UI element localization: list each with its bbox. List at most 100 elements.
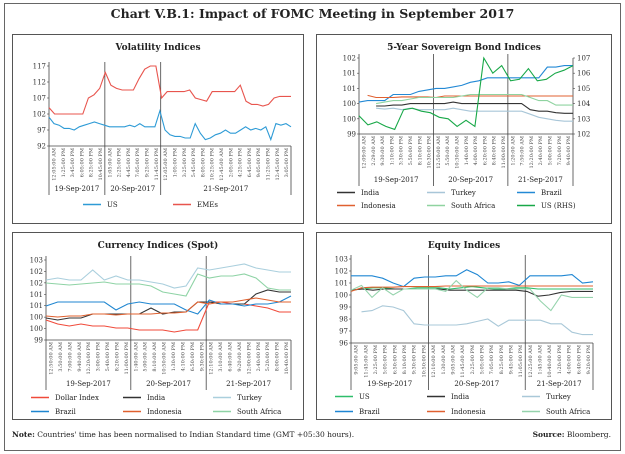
y-tick-label: 103 (30, 257, 43, 265)
source-label: Source: (532, 430, 565, 439)
x-tick-label: 10:40:00 PM (284, 342, 290, 375)
x-tick-label: 2:05:00 PM (228, 148, 234, 177)
y-tick-label: 102 (30, 279, 43, 287)
x-tick-label: 8:10:00 AM (152, 342, 158, 372)
date-label: 20-Sep-2017 (110, 185, 155, 193)
x-tick-label: 12:10:00 AM (431, 345, 437, 378)
x-tick-label: 4:45:00 PM (126, 148, 132, 177)
legend-label: India (147, 394, 165, 402)
x-tick-label: 11:25:00 PM (266, 148, 272, 181)
equity-indices-panel: Equity Indices 96 97 98 99 100 101 102 103 9:05:… (316, 232, 612, 420)
series-line-brazil (358, 65, 573, 103)
date-label: 19-Sep-2017 (54, 185, 99, 193)
x-tick-label: 8:10:00 PM (402, 345, 408, 374)
x-tick-label: 7:20:00 PM (557, 136, 563, 165)
x-tick-label: 2:40:00 PM (256, 342, 262, 371)
legend-label: Brazil (541, 189, 563, 197)
x-tick-label: 4:25:00 PM (238, 148, 244, 177)
series-line-south-africa (350, 279, 593, 312)
x-tick-label: 3:00:00 PM (96, 342, 102, 371)
x-tick-label: 11:00:00 PM (124, 342, 130, 375)
x-tick-label: 9:30:00 AM (380, 136, 386, 166)
y-tick-label-right: 104 (577, 100, 591, 108)
x-tick-label: 3:45:00 PM (70, 148, 76, 177)
bond-indices-panel: 5-Year Sovereign Bond Indices 99 100 100 10… (316, 34, 612, 224)
x-tick-label: 1:05:00 PM (172, 148, 178, 177)
x-tick-label: 11:00:00 PM (501, 136, 507, 169)
x-tick-label: 1:20:00 PM (557, 345, 563, 374)
x-tick-label: 5:20:00 PM (265, 342, 271, 371)
date-label: 19-Sep-2017 (367, 380, 412, 388)
y-tick-label: 100 (335, 292, 348, 300)
x-tick-label: 12:05:00 AM (163, 148, 169, 181)
y-tick-label: 107 (33, 95, 46, 103)
series-line-indonesia (367, 94, 573, 99)
x-tick-label: 10:45:00 PM (98, 148, 104, 181)
x-tick-label: 12:25:00 AM (528, 345, 534, 378)
series-line-india (376, 101, 573, 114)
x-tick-label: 8:05:00 PM (200, 148, 206, 177)
x-tick-label: 7:50:00 AM (520, 136, 526, 166)
y-tick-label: 101 (30, 302, 43, 310)
x-tick-label: 9:30:00 PM (199, 342, 205, 371)
x-tick-label: 8:20:00 PM (114, 342, 120, 371)
x-tick-label: 12:10:00 AM (209, 342, 215, 375)
x-tick-label: 6:50:00 PM (190, 342, 196, 371)
y-tick-label: 100 (30, 314, 43, 322)
x-tick-label: 6:05:00 PM (79, 148, 85, 177)
x-tick-label: 1:05:00 AM (107, 148, 113, 178)
y-tick-label: 99 (347, 131, 356, 139)
date-label: 19-Sep-2017 (374, 176, 419, 184)
legend-label: South Africa (451, 202, 495, 210)
date-label: 21-Sep-2017 (226, 380, 271, 388)
x-tick-label: 2:25:00 PM (470, 345, 476, 374)
y-tick-label: 97 (37, 127, 46, 135)
x-tick-label: 8:00:00 PM (275, 342, 281, 371)
x-tick-label: 9:05:00 AM (450, 345, 456, 375)
x-tick-label: 10:40:00 AM (547, 345, 553, 378)
legend-label: Turkey (546, 393, 571, 401)
x-tick-label: 3:10:00 AM (218, 342, 224, 372)
date-label: 21-Sep-2017 (518, 176, 563, 184)
x-tick-label: 4:00:00 PM (473, 136, 479, 165)
legend-label: US (107, 201, 118, 209)
x-tick-label: 5:00:00 AM (143, 342, 149, 372)
x-tick-label: 2:40:00 PM (538, 136, 544, 165)
bond-chart: 99 100 100 101 101 102 102 103 104 105 106 107 12:09… (337, 54, 591, 210)
x-tick-label: 1:20:00 AM (510, 136, 516, 166)
y-tick-label-right: 107 (577, 55, 590, 63)
series-line-india (350, 288, 593, 297)
x-tick-label: 3:05:00 PM (284, 148, 290, 177)
x-tick-label: 8:25:00 PM (89, 148, 95, 177)
x-tick-label: 1:45:00 AM (538, 345, 544, 375)
x-tick-label: 7:00:00 AM (67, 342, 73, 372)
y-tick-label: 99 (339, 304, 348, 312)
legend-label: Brazil (55, 408, 77, 416)
x-tick-label: 9:05:00 PM (256, 148, 262, 177)
x-tick-label: 9:25:00 PM (145, 148, 151, 177)
x-tick-label: 12:09:00 AM (361, 136, 367, 169)
x-tick-label: 12:50:00 AM (436, 136, 442, 169)
x-tick-label: 1:30:00 PM (171, 342, 177, 371)
x-tick-label: 1:25:00 PM (61, 148, 67, 177)
note-label: Note: (12, 430, 35, 439)
series-line-indonesia (350, 285, 593, 292)
legend-label: Indonesia (361, 202, 396, 210)
volatility-chart: 92 97 102 107 112 117 12:05:00 AM 1:25:00 PM 3:4… (33, 62, 292, 209)
y-tick-label: 92 (37, 143, 46, 151)
x-tick-label: 6:45:00 PM (247, 148, 253, 177)
y-tick-label-right: 103 (577, 115, 590, 123)
x-tick-label: 7:05:00 PM (489, 345, 495, 374)
currency-indices-panel: Currency Indices (Spot) 99 100 100 101 101 10… (12, 232, 304, 420)
legend-label: Indonesia (451, 408, 486, 416)
x-tick-label: 7:05:00 PM (135, 148, 141, 177)
series-line-us (48, 108, 292, 142)
series-line-turkey (361, 305, 593, 336)
y-tick-label: 112 (33, 79, 46, 87)
legend-label: India (361, 189, 379, 197)
legend-label: South Africa (237, 408, 281, 416)
x-tick-label: 4:10:00 PM (180, 342, 186, 371)
legend-label: Dollar Index (55, 394, 99, 402)
y-tick-label: 97 (339, 328, 348, 336)
